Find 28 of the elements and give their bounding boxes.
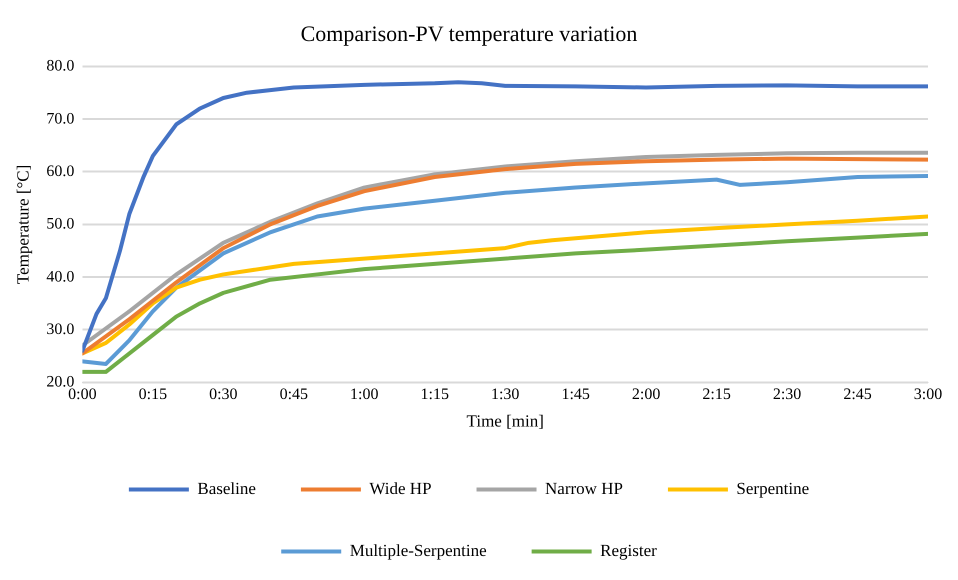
y-tick-label: 50.0 (46, 216, 74, 233)
x-tick-label: 2:45 (843, 386, 872, 404)
legend-label: Narrow HP (545, 478, 623, 498)
legend-label: Multiple-Serpentine (350, 540, 487, 560)
y-tick-label: 80.0 (46, 58, 74, 75)
y-tick-label: 60.0 (46, 162, 74, 180)
x-tick-label: 0:00 (68, 386, 97, 404)
x-tick-label: 1:30 (490, 386, 520, 404)
x-tick-label: 0:30 (209, 386, 238, 404)
y-tick-label: 40.0 (46, 268, 74, 286)
x-tick-label: 2:00 (632, 386, 660, 404)
y-axis-title: Temperature [°C] (14, 164, 33, 284)
chart-title: Comparison-PV temperature variation (300, 20, 638, 46)
y-tick-label: 70.0 (46, 110, 74, 128)
x-tick-label: 0:15 (138, 386, 168, 404)
x-tick-label: 2:15 (702, 386, 731, 404)
x-tick-label: 1:45 (561, 386, 590, 404)
x-tick-label: 1:15 (420, 386, 449, 404)
y-tick-label: 30.0 (46, 320, 74, 338)
legend-label: Serpentine (736, 478, 810, 498)
x-tick-label: 1:00 (350, 386, 378, 404)
legend-label: Baseline (197, 478, 256, 498)
x-tick-label: 0:45 (280, 386, 308, 404)
legend-label: Register (600, 540, 658, 560)
x-tick-label: 3:00 (914, 386, 942, 404)
legend-label: Wide HP (369, 478, 432, 498)
x-tick-label: 2:30 (772, 386, 802, 404)
x-axis-title: Time [min] (466, 411, 544, 430)
